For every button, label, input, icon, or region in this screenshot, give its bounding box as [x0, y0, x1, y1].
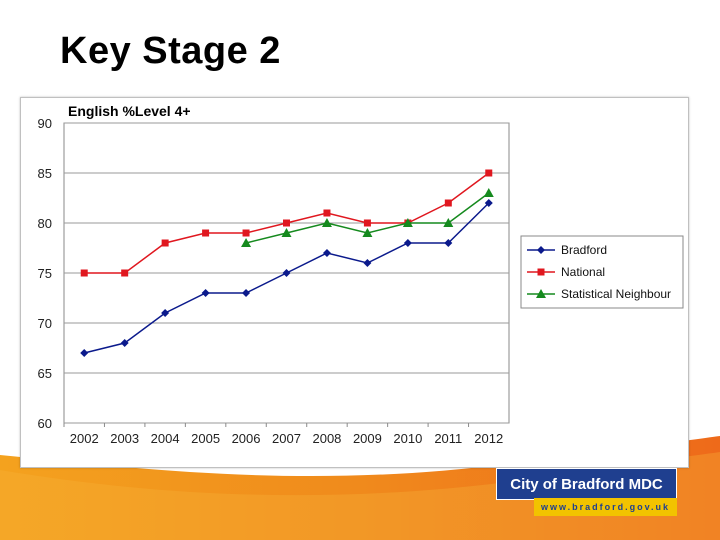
x-tick-label: 2007: [272, 431, 301, 446]
x-tick-label: 2006: [232, 431, 261, 446]
series-bradford: [80, 199, 493, 357]
x-axis-ticks: 2002 2003 2004 2005 2006 2007 2008 2009 2010 2011…: [63, 423, 503, 446]
legend-label: Bradford: [561, 243, 607, 257]
x-tick-label: 2012: [474, 431, 503, 446]
y-tick-label: 60: [38, 416, 52, 431]
y-axis-ticks: 60 65 70 75 80 85 90: [38, 116, 52, 431]
logo-url: www.bradford.gov.uk: [534, 498, 677, 516]
bradford-logo: City of Bradford MDC www.bradford.gov.uk: [496, 468, 677, 518]
legend-label: National: [561, 265, 605, 279]
data-point: [444, 199, 452, 207]
x-tick-label: 2004: [151, 431, 180, 446]
data-point: [363, 259, 372, 267]
data-point: [121, 269, 129, 277]
y-tick-label: 85: [38, 166, 52, 181]
logo-name: City of Bradford MDC: [496, 468, 677, 500]
legend-marker: [536, 289, 546, 298]
data-point: [444, 239, 453, 247]
data-point: [321, 218, 332, 227]
data-point: [323, 209, 331, 217]
data-point: [202, 229, 210, 237]
legend-marker: [537, 246, 545, 254]
y-tick-label: 65: [38, 366, 52, 381]
chart-title: English %Level 4+: [68, 103, 191, 119]
y-tick-label: 70: [38, 316, 52, 331]
data-point: [363, 219, 371, 227]
data-point: [362, 228, 373, 237]
series-statistical-neighbour: [241, 188, 494, 247]
data-point: [161, 309, 170, 317]
data-point: [403, 239, 412, 247]
x-tick-label: 2003: [110, 431, 139, 446]
data-point: [242, 289, 251, 297]
y-tick-label: 75: [38, 266, 52, 281]
data-point: [322, 249, 331, 257]
legend: Bradford National Statistical Neighbour: [520, 235, 684, 309]
data-point: [402, 218, 413, 227]
x-tick-label: 2005: [191, 431, 220, 446]
legend-label: Statistical Neighbour: [561, 287, 671, 301]
slide-title: Key Stage 2: [60, 30, 281, 72]
x-tick-label: 2008: [312, 431, 341, 446]
data-point: [80, 349, 89, 357]
series-national: [80, 169, 493, 277]
data-point: [283, 219, 290, 227]
x-tick-label: 2010: [393, 431, 422, 446]
y-tick-label: 80: [38, 216, 52, 231]
data-point: [281, 228, 292, 237]
data-point: [282, 269, 291, 277]
data-point: [80, 269, 88, 277]
x-tick-label: 2002: [70, 431, 99, 446]
data-point: [443, 218, 454, 227]
data-point: [161, 239, 169, 247]
data-point: [242, 229, 250, 237]
y-tick-label: 90: [38, 116, 52, 131]
data-point: [485, 169, 493, 177]
data-point: [201, 289, 210, 297]
data-point: [120, 339, 129, 347]
data-point: [484, 199, 493, 207]
legend-marker: [537, 268, 545, 276]
data-point: [483, 188, 494, 197]
x-tick-label: 2011: [434, 431, 462, 446]
data-point: [241, 238, 252, 247]
series-layer: [80, 169, 494, 357]
chart-panel: English %Level 4+ 60 65 70 75 80 85 90 2002 200…: [20, 97, 689, 468]
x-tick-label: 2009: [353, 431, 382, 446]
